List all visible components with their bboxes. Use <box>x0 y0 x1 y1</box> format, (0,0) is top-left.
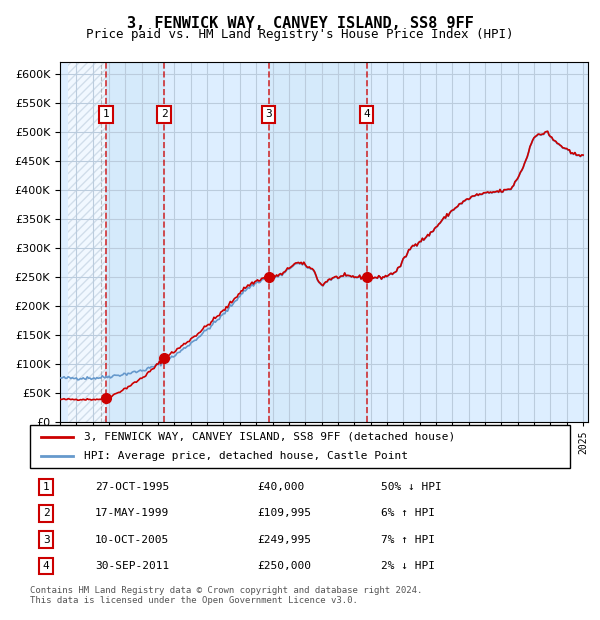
Text: 4: 4 <box>363 109 370 119</box>
Text: 10-OCT-2005: 10-OCT-2005 <box>95 535 169 545</box>
Text: 30-SEP-2011: 30-SEP-2011 <box>95 561 169 571</box>
Bar <box>269 62 367 422</box>
FancyBboxPatch shape <box>30 425 570 468</box>
Text: 4: 4 <box>43 561 50 571</box>
Text: 3, FENWICK WAY, CANVEY ISLAND, SS8 9FF (detached house): 3, FENWICK WAY, CANVEY ISLAND, SS8 9FF (… <box>84 432 455 442</box>
Text: 17-MAY-1999: 17-MAY-1999 <box>95 508 169 518</box>
Text: 50% ↓ HPI: 50% ↓ HPI <box>381 482 442 492</box>
Text: 1: 1 <box>43 482 50 492</box>
Text: £40,000: £40,000 <box>257 482 304 492</box>
Text: 3, FENWICK WAY, CANVEY ISLAND, SS8 9FF: 3, FENWICK WAY, CANVEY ISLAND, SS8 9FF <box>127 16 473 30</box>
Text: 2: 2 <box>43 508 50 518</box>
Text: 3: 3 <box>43 535 50 545</box>
Text: 2% ↓ HPI: 2% ↓ HPI <box>381 561 435 571</box>
Bar <box>106 62 164 422</box>
Text: 27-OCT-1995: 27-OCT-1995 <box>95 482 169 492</box>
Text: £250,000: £250,000 <box>257 561 311 571</box>
Text: £109,995: £109,995 <box>257 508 311 518</box>
Text: £249,995: £249,995 <box>257 535 311 545</box>
Text: 7% ↑ HPI: 7% ↑ HPI <box>381 535 435 545</box>
Text: 3: 3 <box>265 109 272 119</box>
Text: 1: 1 <box>103 109 109 119</box>
Text: HPI: Average price, detached house, Castle Point: HPI: Average price, detached house, Cast… <box>84 451 408 461</box>
Bar <box>68 62 106 422</box>
Text: Contains HM Land Registry data © Crown copyright and database right 2024.
This d: Contains HM Land Registry data © Crown c… <box>30 586 422 605</box>
Text: Price paid vs. HM Land Registry's House Price Index (HPI): Price paid vs. HM Land Registry's House … <box>86 28 514 41</box>
Text: 6% ↑ HPI: 6% ↑ HPI <box>381 508 435 518</box>
Text: 2: 2 <box>161 109 167 119</box>
